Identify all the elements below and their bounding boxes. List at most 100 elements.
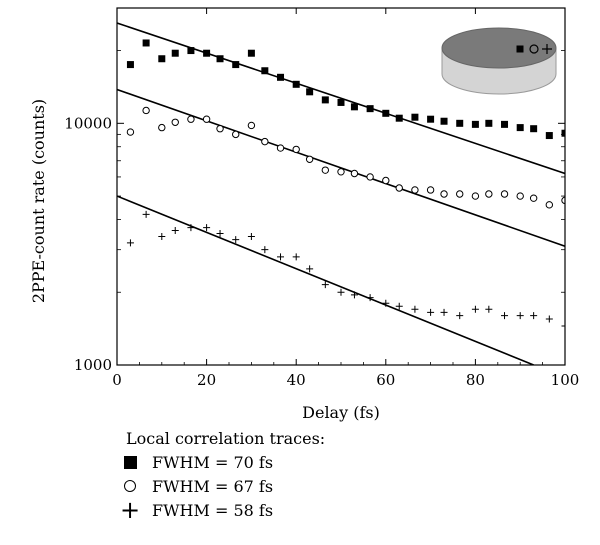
x-tick-label: 20 xyxy=(197,371,216,389)
data-point-square xyxy=(126,61,134,69)
data-layer xyxy=(117,22,565,365)
data-point-plus xyxy=(216,230,224,238)
data-point-circle xyxy=(232,130,240,139)
plus-icon: + xyxy=(119,496,141,524)
data-point-plus xyxy=(516,312,524,320)
data-point-plus xyxy=(440,308,448,316)
data-point-plus xyxy=(292,253,300,261)
data-point-square xyxy=(411,113,419,121)
data-point-circle xyxy=(382,176,390,185)
data-point-plus xyxy=(337,288,345,296)
data-point-circle xyxy=(292,145,300,154)
data-point-circle xyxy=(158,123,166,132)
plot-area xyxy=(117,22,565,365)
data-point-plus xyxy=(203,224,211,232)
data-point-plus xyxy=(395,302,403,310)
data-point-circle xyxy=(216,124,224,133)
data-point-plus xyxy=(171,227,179,235)
data-point-square xyxy=(485,119,493,127)
data-point-plus xyxy=(247,233,255,241)
data-point-circle xyxy=(337,168,345,176)
data-point-circle xyxy=(366,173,374,181)
data-point-circle xyxy=(305,155,314,163)
legend-item-plus: + FWHM = 58 fs xyxy=(118,498,325,522)
data-point-square xyxy=(440,117,448,125)
data-point-square xyxy=(247,49,255,57)
data-point-square xyxy=(456,119,464,127)
x-axis-title: Delay (fs) xyxy=(302,403,380,422)
data-point-circle xyxy=(456,190,464,198)
data-point-circle xyxy=(545,201,554,209)
data-point-circle xyxy=(350,169,359,178)
filled-square-icon xyxy=(118,450,142,474)
data-point-square xyxy=(216,55,224,63)
x-tick-label: 60 xyxy=(376,371,395,389)
data-point-circle xyxy=(171,118,179,126)
data-point-square xyxy=(516,45,524,53)
fit-line xyxy=(117,195,534,365)
data-point-square xyxy=(501,120,509,128)
data-point-plus xyxy=(471,305,479,313)
data-point-square xyxy=(187,47,195,55)
data-point-square xyxy=(395,114,403,122)
data-point-square xyxy=(382,109,390,117)
legend-label: FWHM = 70 fs xyxy=(152,452,274,472)
legend-title: Local correlation traces: xyxy=(126,429,326,448)
data-point-circle xyxy=(142,106,150,115)
data-point-plus xyxy=(277,253,285,261)
open-circle-icon xyxy=(118,474,142,498)
data-point-square xyxy=(292,80,300,88)
data-point-circle xyxy=(411,186,419,194)
data-point-plus xyxy=(366,294,374,302)
inset-plus-marker xyxy=(542,44,552,54)
data-point-circle xyxy=(426,186,435,194)
legend-label: FWHM = 58 fs xyxy=(152,500,274,520)
data-point-circle xyxy=(276,144,285,152)
data-point-plus xyxy=(545,315,553,323)
data-point-circle xyxy=(321,166,330,174)
data-point-square xyxy=(337,98,345,106)
data-point-plus xyxy=(382,299,390,307)
data-point-square xyxy=(232,61,240,69)
data-point-plus xyxy=(485,305,493,313)
inset-disk-top xyxy=(441,27,557,69)
data-point-square xyxy=(158,55,166,63)
data-point-circle xyxy=(202,115,211,123)
data-point-plus xyxy=(530,312,538,320)
data-point-plus xyxy=(427,308,435,316)
data-point-square xyxy=(277,73,285,81)
data-point-circle xyxy=(187,115,195,123)
x-tick-label: 0 xyxy=(112,371,122,389)
data-point-circle xyxy=(485,190,493,198)
data-point-square xyxy=(321,96,329,104)
data-point-plus xyxy=(232,236,240,244)
data-point-plus xyxy=(561,322,565,330)
data-point-square xyxy=(545,132,553,140)
legend-label: FWHM = 67 fs xyxy=(152,476,274,496)
data-point-plus xyxy=(411,305,419,313)
data-point-plus xyxy=(321,281,329,289)
data-point-circle xyxy=(471,192,480,200)
data-point-circle xyxy=(500,190,509,198)
data-point-square xyxy=(366,105,374,113)
data-point-circle xyxy=(516,192,524,200)
data-point-circle xyxy=(261,137,269,146)
data-point-plus xyxy=(142,210,150,218)
y-tick-label: 10000 xyxy=(64,114,112,132)
data-point-square xyxy=(471,120,479,128)
data-point-square xyxy=(203,49,211,57)
data-point-plus xyxy=(456,312,464,320)
data-point-plus xyxy=(158,233,166,241)
data-point-plus xyxy=(350,291,358,299)
data-point-plus xyxy=(501,312,509,320)
data-point-square xyxy=(427,115,435,123)
chart: 0 20 40 60 80 100 1000 10000 Delay (fs) 2PPE-co… xyxy=(29,7,579,422)
x-tick-label: 80 xyxy=(466,371,485,389)
inset-disk xyxy=(441,27,557,95)
data-point-square xyxy=(142,39,150,47)
legend-item-circle: FWHM = 67 fs xyxy=(118,474,325,498)
x-tick-label: 40 xyxy=(287,371,306,389)
data-point-plus xyxy=(261,246,269,254)
data-point-square xyxy=(530,125,538,133)
data-point-circle xyxy=(247,121,256,130)
